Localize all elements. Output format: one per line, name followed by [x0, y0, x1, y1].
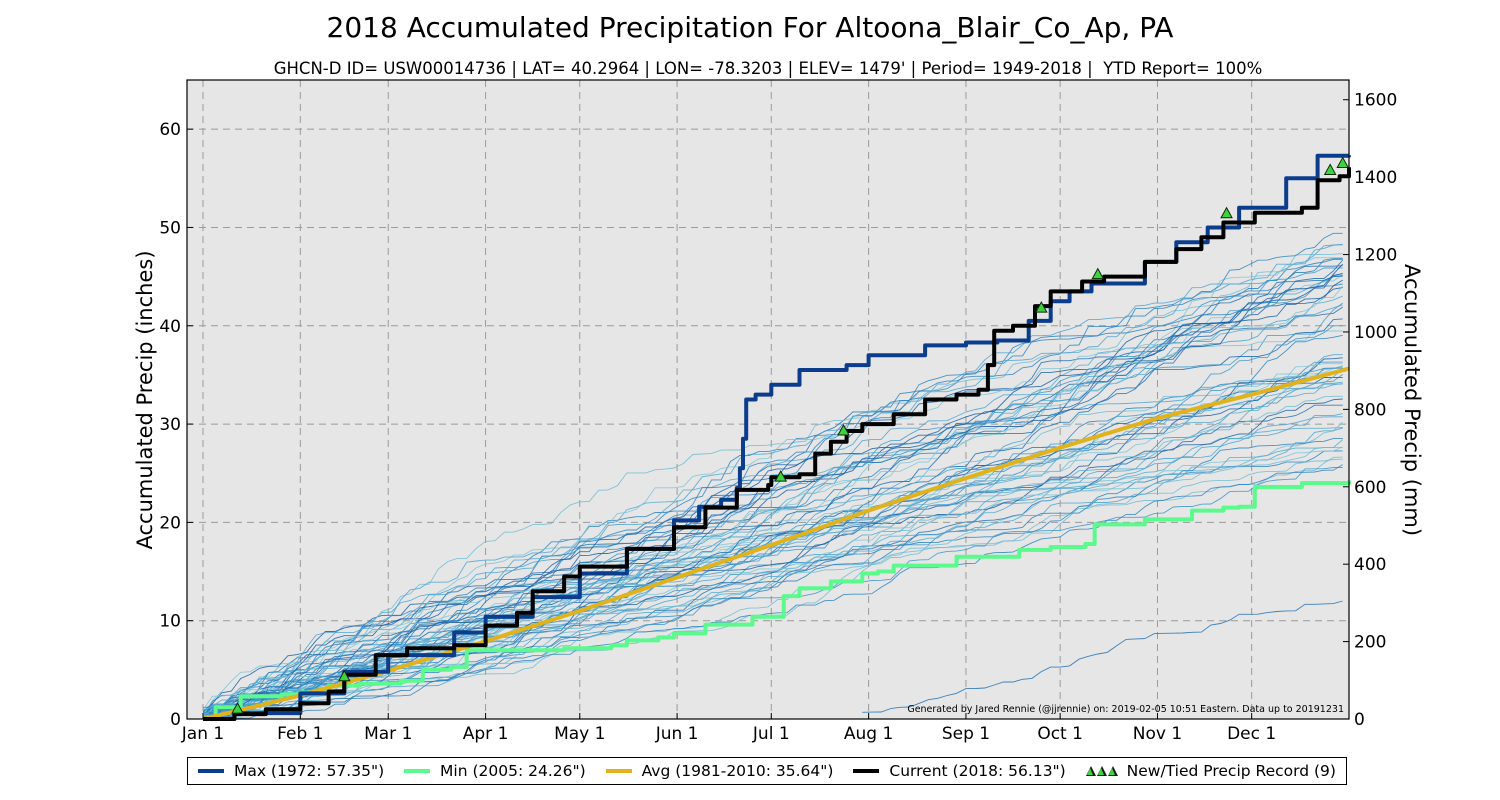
chart-title: 2018 Accumulated Precipitation For Altoo… — [327, 11, 1174, 44]
legend-swatch-min — [404, 769, 431, 773]
x-tick-label: May 1 — [554, 724, 605, 744]
legend-item-records: New/Tied Precip Record (9) — [1085, 762, 1336, 780]
plot-frame — [186, 79, 1350, 720]
x-tick-label: Jun 1 — [655, 724, 699, 744]
legend-item-min: Min (2005: 24.26") — [404, 762, 586, 780]
legend-item-avg: Avg (1981-2010: 35.64") — [605, 762, 834, 780]
y-tick-label: 40 — [159, 317, 181, 337]
axis-ticks: 0102030405060020040060080010001200140016… — [159, 91, 1397, 744]
legend-label-min: Min (2005: 24.26") — [440, 762, 586, 780]
x-tick-label: Sep 1 — [942, 724, 990, 744]
y2-tick-label: 800 — [1354, 400, 1386, 420]
historical-year-line — [202, 464, 1343, 720]
credit-annotation: Generated by Jared Rennie (@jjrennie) on… — [907, 704, 1344, 715]
y-tick-label: 60 — [159, 120, 181, 140]
historical-year-line — [202, 302, 1343, 708]
y2-tick-label: 600 — [1354, 478, 1386, 498]
historical-year-line — [202, 318, 1343, 720]
historical-year-line — [202, 244, 1343, 720]
y2-tick-label: 1000 — [1354, 323, 1397, 343]
historical-year-line — [202, 263, 1344, 720]
record-marker — [1034, 301, 1048, 313]
x-tick-label: Nov 1 — [1133, 724, 1182, 744]
record-markers — [231, 156, 1350, 714]
historical-year-line — [202, 446, 1343, 720]
historical-year-line — [202, 275, 1343, 720]
historical-year-line — [202, 285, 1344, 711]
series-line-current — [203, 167, 1351, 721]
historical-year-line — [202, 243, 1343, 716]
historical-year-line — [202, 325, 1343, 719]
legend-label-records: New/Tied Precip Record (9) — [1126, 762, 1336, 780]
chart-subtitle: GHCN-D ID= USW00014736 | LAT= 40.2964 | … — [274, 59, 1263, 78]
y-tick-label: 0 — [170, 710, 181, 730]
x-tick-label: Dec 1 — [1227, 724, 1276, 744]
historical-year-line — [202, 275, 1343, 720]
historical-year-line — [202, 259, 1344, 720]
y2-tick-label: 0 — [1354, 710, 1365, 730]
plot-background — [187, 80, 1349, 719]
x-tick-label: Feb 1 — [277, 724, 323, 744]
y2-tick-label: 200 — [1354, 633, 1386, 653]
historical-year-line — [202, 273, 1343, 713]
y-axis-label: Accumulated Precip (inches) — [133, 250, 157, 549]
historical-year-line — [202, 253, 1343, 715]
y2-axis-label: Accumulated Precip (mm) — [1400, 264, 1424, 536]
legend-swatch-current — [853, 769, 880, 773]
historical-year-line — [862, 600, 1343, 713]
series-lines — [202, 153, 1351, 721]
x-tick-label: Oct 1 — [1037, 724, 1083, 744]
historical-year-line — [202, 257, 1343, 717]
legend: Max (1972: 57.35") Min (2005: 24.26") Av… — [187, 757, 1347, 785]
historical-year-line — [202, 427, 1343, 714]
historical-year-line — [203, 413, 1343, 718]
historical-year-line — [202, 283, 1343, 719]
historical-year-line — [202, 450, 1343, 720]
historical-year-line — [202, 381, 1343, 718]
legend-swatch-avg — [605, 769, 632, 773]
y2-tick-label: 1400 — [1354, 168, 1397, 188]
historical-year-line — [202, 232, 1343, 720]
y2-tick-label: 1600 — [1354, 91, 1397, 111]
historical-year-line — [202, 258, 1343, 715]
precip-chart: 0102030405060020040060080010001200140016… — [133, 11, 1424, 744]
legend-item-current: Current (2018: 56.13") — [853, 762, 1066, 780]
y-tick-label: 50 — [159, 218, 181, 238]
legend-label-max: Max (1972: 57.35") — [233, 762, 385, 780]
record-marker — [837, 423, 850, 436]
x-tick-label: Mar 1 — [364, 724, 412, 744]
legend-label-current: Current (2018: 56.13") — [889, 762, 1066, 780]
y-tick-label: 30 — [159, 415, 181, 435]
x-tick-label: Jul 1 — [752, 724, 790, 744]
legend-swatch-max — [197, 769, 224, 773]
series-line-min — [203, 480, 1351, 721]
record-marker — [1336, 156, 1350, 169]
historical-year-line — [202, 427, 1343, 714]
historical-year-line — [202, 404, 1343, 717]
y-tick-label: 10 — [159, 612, 181, 632]
historical-year-line — [202, 361, 1343, 712]
record-marker — [337, 669, 351, 682]
record-marker — [1323, 163, 1337, 175]
plot-area — [187, 80, 1349, 719]
historical-year-line — [202, 458, 1343, 715]
axes-frame — [186, 79, 1350, 720]
y2-tick-label: 1200 — [1354, 246, 1397, 266]
x-tick-label: Jan 1 — [181, 724, 224, 744]
historical-year-line — [203, 439, 1343, 719]
y2-tick-label: 400 — [1354, 555, 1386, 575]
historical-year-line — [202, 258, 1343, 719]
record-marker — [774, 470, 788, 482]
y-tick-label: 20 — [159, 513, 181, 533]
record-marker — [231, 702, 244, 714]
record-triangle-icon — [1085, 766, 1119, 776]
x-tick-label: Apr 1 — [463, 724, 509, 744]
record-marker — [1091, 267, 1105, 280]
x-tick-label: Aug 1 — [844, 724, 893, 744]
legend-item-max: Max (1972: 57.35") — [197, 762, 385, 780]
record-marker — [1220, 206, 1233, 219]
historical-years-lines — [202, 232, 1344, 720]
legend-label-avg: Avg (1981-2010: 35.64") — [641, 762, 834, 780]
